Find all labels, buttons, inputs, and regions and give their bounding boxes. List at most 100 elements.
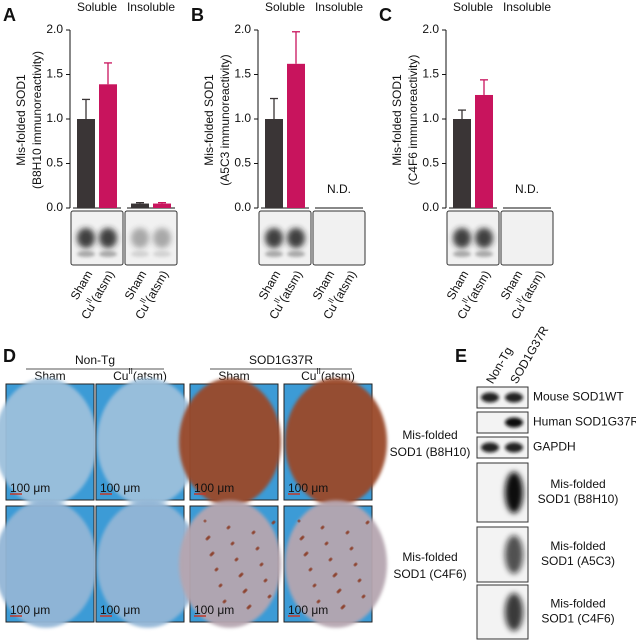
stain-dot	[361, 595, 365, 599]
scale-bar-label: 100 μm	[288, 603, 328, 617]
row-label: SOD1 (C4F6)	[541, 612, 614, 626]
label-part: Cu	[266, 301, 286, 321]
stain-dot	[209, 553, 213, 557]
stain-dot	[297, 519, 301, 523]
bar	[131, 203, 149, 208]
stain-dot	[299, 537, 303, 541]
stain-dot	[340, 606, 344, 610]
tissue	[96, 500, 200, 628]
y-tick-label: 0.0	[234, 200, 251, 214]
stain-dot	[242, 590, 246, 594]
stain-dot	[308, 568, 312, 572]
y-tick-label: 1.5	[234, 67, 251, 81]
group-label: Soluble	[453, 0, 493, 14]
group-label: Soluble	[265, 0, 305, 14]
blot-band	[505, 471, 523, 514]
blot-band	[481, 392, 499, 403]
row-label: Human SOD1G37R	[533, 415, 636, 429]
superscript: II	[128, 367, 132, 376]
blot	[476, 411, 529, 434]
group-label: Insoluble	[315, 0, 363, 14]
blot	[476, 386, 529, 409]
panel-letter: D	[3, 346, 16, 366]
blot	[476, 436, 529, 459]
stain-dot	[349, 547, 353, 551]
y-tick-label: 1.5	[46, 67, 63, 81]
stain-dot	[328, 558, 332, 562]
annotation: N.D.	[515, 182, 539, 196]
stain-dot	[251, 531, 255, 535]
group-title: Non-Tg	[75, 353, 115, 367]
bar	[77, 119, 95, 208]
tissue	[96, 378, 200, 506]
y-axis-label: Mis-folded SOD1	[14, 74, 28, 166]
stain-dot	[316, 600, 320, 604]
stain-dot	[320, 526, 324, 530]
stain-dot	[218, 584, 222, 588]
blot-band	[287, 228, 305, 248]
y-tick-label: 1.5	[422, 67, 439, 81]
y-tick-label: 0.5	[422, 156, 439, 170]
y-tick-label: 2.0	[422, 22, 439, 36]
y-tick-label: 0.0	[422, 200, 439, 214]
stain-dot	[336, 590, 340, 594]
blot-band	[99, 228, 117, 248]
stain-dot	[234, 558, 238, 562]
stain-dot	[246, 606, 250, 610]
y-axis-label: Mis-folded SOD1	[390, 74, 404, 166]
y-tick-label: 1.0	[422, 111, 439, 125]
superscript: II	[84, 296, 94, 304]
blot-band	[505, 593, 523, 631]
row-label: SOD1 (C4F6)	[393, 567, 466, 581]
label-part: Cu	[78, 301, 98, 321]
stain-dot	[365, 521, 369, 525]
blot-band	[475, 251, 493, 257]
stain-dot	[226, 526, 230, 530]
label-part: Cu	[301, 369, 316, 383]
blot-band	[475, 228, 493, 248]
superscript: II	[138, 296, 148, 304]
row-label: SOD1 (A5C3)	[541, 554, 615, 568]
blot-band	[505, 417, 523, 428]
stain-dot	[255, 547, 259, 551]
stain-dot	[345, 531, 349, 535]
stain-dot	[271, 521, 275, 525]
stain-dot	[357, 579, 361, 583]
tissue	[0, 500, 98, 628]
group-title: SOD1G37R	[249, 353, 313, 367]
bar	[99, 84, 117, 208]
row-label: SOD1 (B8H10)	[538, 492, 619, 506]
tissue	[284, 378, 388, 506]
stain-dot	[303, 553, 307, 557]
tissue	[178, 500, 282, 628]
label-part: Cu	[454, 301, 474, 321]
stain-dot	[222, 600, 226, 604]
superscript: II	[272, 296, 282, 304]
y-axis-label: (C4F6 immunoreactivity)	[406, 55, 420, 186]
blot-band	[265, 251, 283, 257]
column-label: SOD1G37R	[507, 323, 551, 386]
scale-bar-label: 100 μm	[10, 481, 50, 495]
stain-dot	[324, 542, 328, 546]
y-tick-label: 2.0	[46, 22, 63, 36]
superscript: II	[460, 296, 470, 304]
blot-band	[481, 442, 499, 453]
superscript: II	[316, 367, 320, 376]
scale-bar-label: 100 μm	[194, 603, 234, 617]
row-label: Mis-folded	[550, 477, 605, 491]
panel-letter: E	[455, 346, 467, 366]
annotation: N.D.	[327, 182, 351, 196]
scale-bar-label: 100 μm	[288, 481, 328, 495]
scale-bar-label: 100 μm	[194, 481, 234, 495]
stain-dot	[203, 519, 207, 523]
blot-band	[77, 251, 95, 257]
blot-band	[131, 251, 149, 257]
blot-band	[131, 228, 149, 248]
y-axis-label: (A5C3 immunoreactivity)	[218, 54, 232, 185]
y-tick-label: 2.0	[234, 22, 251, 36]
tissue	[178, 378, 282, 506]
row-label: Mis-folded	[402, 550, 457, 564]
label-part: Cu	[132, 301, 152, 321]
